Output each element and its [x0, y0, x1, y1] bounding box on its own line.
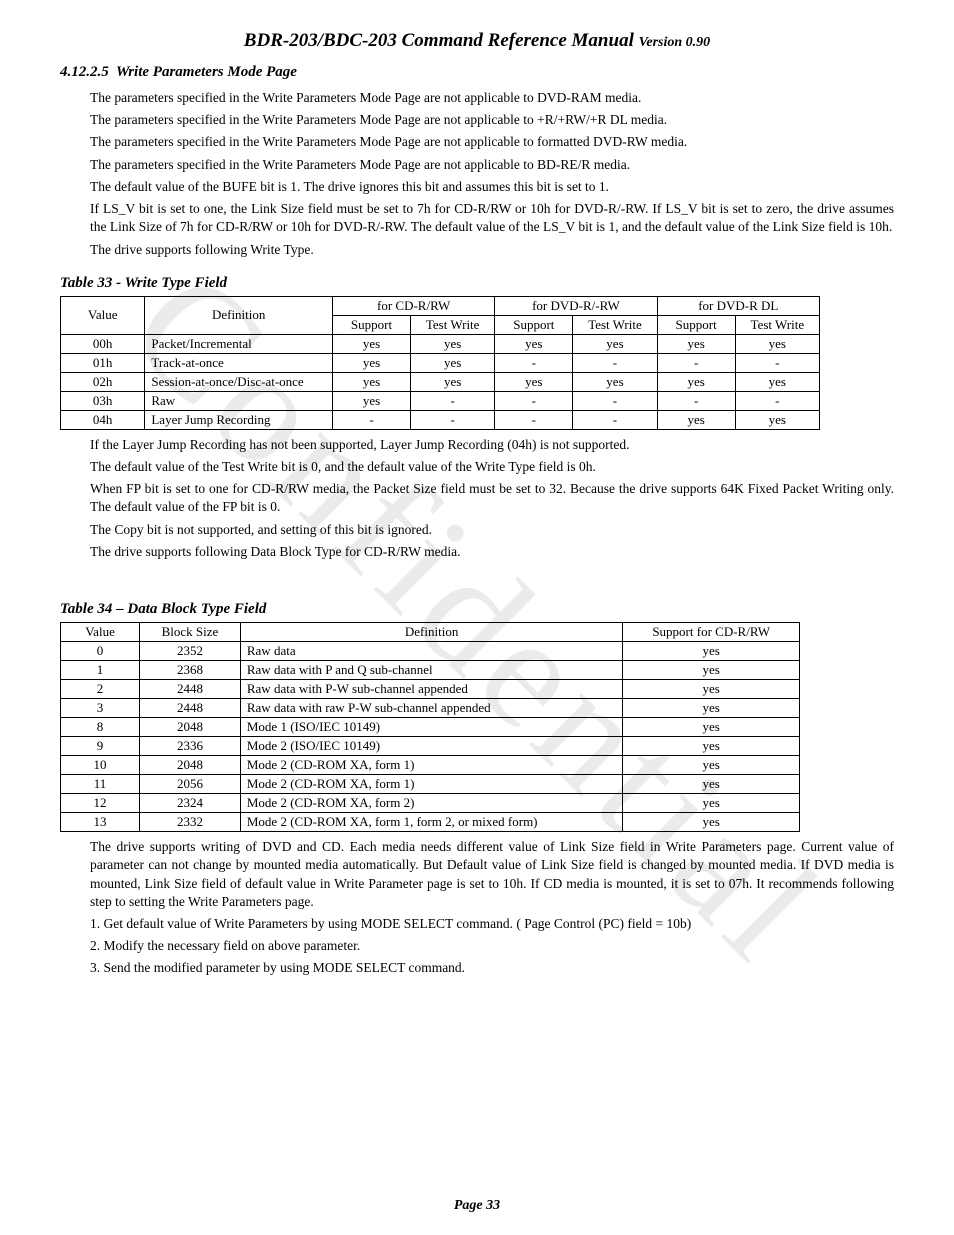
table-row: 02hSession-at-once/Disc-at-onceyesyesyes… — [61, 372, 820, 391]
paragraph: 3. Send the modified parameter by using … — [90, 959, 894, 977]
t33-h-tw3: Test Write — [735, 315, 819, 334]
paragraph: The parameters specified in the Write Pa… — [90, 111, 894, 129]
t34-h-value: Value — [61, 623, 140, 642]
paragraph: The drive supports writing of DVD and CD… — [90, 838, 894, 911]
t34-h-definition: Definition — [240, 623, 623, 642]
table34: Value Block Size Definition Support for … — [60, 622, 800, 832]
section-heading: 4.12.2.5 Write Parameters Mode Page — [60, 64, 894, 81]
page-footer: Page 33 — [60, 1198, 894, 1214]
doc-title: BDR-203/BDC-203 Command Reference Manual… — [60, 30, 894, 52]
paragraph: The drive supports following Data Block … — [90, 543, 894, 561]
table-row: 32448Raw data with raw P-W sub-channel a… — [61, 699, 800, 718]
table-row: 04hLayer Jump Recording----yesyes — [61, 410, 820, 429]
table-row: 102048Mode 2 (CD-ROM XA, form 1)yes — [61, 756, 800, 775]
t33-h-definition: Definition — [145, 296, 333, 334]
t34-h-blocksize: Block Size — [140, 623, 241, 642]
table33: Value Definition for CD-R/RW for DVD-R/-… — [60, 296, 820, 430]
t33-h-value: Value — [61, 296, 145, 334]
paragraph: The Copy bit is not supported, and setti… — [90, 521, 894, 539]
table-row: 92336Mode 2 (ISO/IEC 10149)yes — [61, 737, 800, 756]
t33-h-sup1: Support — [332, 315, 410, 334]
paragraph: The parameters specified in the Write Pa… — [90, 156, 894, 174]
t34-h-support: Support for CD-R/RW — [623, 623, 800, 642]
paragraph: The default value of the Test Write bit … — [90, 458, 894, 476]
t33-h-dvd: for DVD-R/-RW — [495, 296, 657, 315]
t33-h-dvddl: for DVD-R DL — [657, 296, 819, 315]
table-row: 132332Mode 2 (CD-ROM XA, form 1, form 2,… — [61, 813, 800, 832]
table-row: 03hRawyes----- — [61, 391, 820, 410]
t33-h-sup3: Support — [657, 315, 735, 334]
section-title: Write Parameters Mode Page — [116, 64, 297, 80]
t33-h-tw1: Test Write — [411, 315, 495, 334]
paragraph: The parameters specified in the Write Pa… — [90, 133, 894, 151]
table-row: 122324Mode 2 (CD-ROM XA, form 2)yes — [61, 794, 800, 813]
table-row: 00hPacket/Incrementalyesyesyesyesyesyes — [61, 334, 820, 353]
table34-caption: Table 34 – Data Block Type Field — [60, 601, 894, 618]
title-version: Version 0.90 — [639, 35, 711, 50]
table-row: 22448Raw data with P-W sub-channel appen… — [61, 680, 800, 699]
paragraph: The parameters specified in the Write Pa… — [90, 89, 894, 107]
paragraph: The default value of the BUFE bit is 1. … — [90, 178, 894, 196]
table-row: 02352Raw datayes — [61, 642, 800, 661]
t33-h-cd: for CD-R/RW — [332, 296, 494, 315]
paragraph: 2. Modify the necessary field on above p… — [90, 937, 894, 955]
paragraph: If the Layer Jump Recording has not been… — [90, 436, 894, 454]
paragraph: The drive supports following Write Type. — [90, 241, 894, 259]
table-row: 82048Mode 1 (ISO/IEC 10149)yes — [61, 718, 800, 737]
table-row: 12368Raw data with P and Q sub-channelye… — [61, 661, 800, 680]
paragraph: 1. Get default value of Write Parameters… — [90, 915, 894, 933]
table-row: 01hTrack-at-onceyesyes---- — [61, 353, 820, 372]
table33-caption: Table 33 - Write Type Field — [60, 275, 894, 292]
section-number: 4.12.2.5 — [60, 64, 109, 80]
page-content: BDR-203/BDC-203 Command Reference Manual… — [60, 30, 894, 1214]
paragraph: If LS_V bit is set to one, the Link Size… — [90, 200, 894, 236]
paragraph: When FP bit is set to one for CD-R/RW me… — [90, 480, 894, 516]
table-row: 112056Mode 2 (CD-ROM XA, form 1)yes — [61, 775, 800, 794]
t33-h-sup2: Support — [495, 315, 573, 334]
title-main: BDR-203/BDC-203 Command Reference Manual — [244, 30, 634, 51]
t33-h-tw2: Test Write — [573, 315, 657, 334]
